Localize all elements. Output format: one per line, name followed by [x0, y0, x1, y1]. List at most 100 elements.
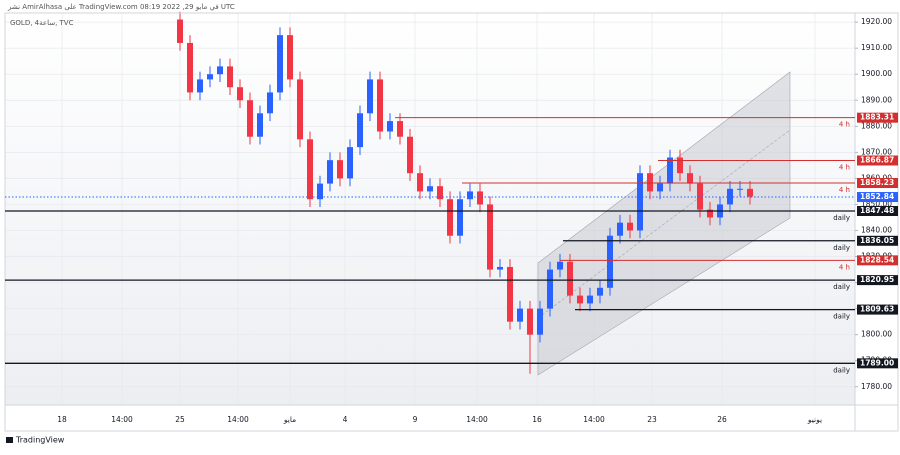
candle-body — [327, 160, 333, 184]
candle-body — [707, 209, 713, 218]
candle-body — [737, 188, 743, 190]
candle-body — [607, 235, 613, 288]
x-tick-label: 14:00 — [583, 415, 605, 424]
candle-body — [747, 188, 753, 197]
candle-body — [667, 157, 673, 184]
level-tag: daily — [833, 313, 850, 321]
y-tick-label: 1860.00 — [861, 173, 892, 182]
candle-body — [397, 121, 403, 137]
candle-body — [437, 186, 443, 200]
level-label: 1883.31 — [860, 113, 894, 122]
level-label-bg — [857, 255, 898, 266]
x-tick-label: 14:00 — [111, 415, 133, 424]
candle-body — [187, 42, 193, 93]
candle-body — [627, 222, 633, 231]
y-tick-label: 1900.00 — [861, 69, 892, 78]
candle-body — [577, 295, 583, 304]
candle-body — [237, 87, 243, 101]
level-label-bg — [857, 304, 898, 315]
published: نشر AmirAlhasa على TradingView.com في ما… — [7, 3, 235, 11]
candle-body — [497, 266, 503, 270]
candle-body — [557, 261, 563, 270]
candle-body — [257, 113, 263, 137]
level-label: 1809.63 — [860, 305, 894, 314]
y-tick-label: 1890.00 — [861, 95, 892, 104]
x-tick-label: 4 — [343, 415, 348, 424]
candle-body — [407, 136, 413, 174]
level-label: 1828.54 — [860, 255, 894, 264]
level-label: 1836.05 — [860, 236, 894, 245]
y-tick-label: 1920.00 — [861, 17, 892, 26]
candle-body — [677, 157, 683, 174]
candle-body — [487, 204, 493, 270]
candle-body — [647, 173, 653, 192]
candle-body — [687, 173, 693, 184]
candle-body — [657, 183, 663, 192]
candle-body — [177, 19, 183, 43]
candle-body — [477, 191, 483, 205]
candle-body — [537, 308, 543, 335]
x-tick-label: مايو — [283, 415, 296, 424]
x-tick-label: 14:00 — [466, 415, 488, 424]
level-label: 1847.48 — [860, 206, 894, 215]
level-label-bg — [857, 358, 898, 369]
level-tag: daily — [833, 244, 850, 252]
level-label-bg — [857, 155, 898, 166]
candle-body — [217, 66, 223, 75]
candle-body — [427, 186, 433, 192]
level-label: 1858.23 — [860, 178, 894, 187]
level-tag: daily — [833, 214, 850, 222]
candle-body — [307, 139, 313, 200]
candle-body — [447, 199, 453, 236]
candle-body — [287, 35, 293, 80]
candle-body — [197, 79, 203, 93]
brand-logo: TradingView — [6, 436, 65, 445]
x-tick-label: 25 — [175, 415, 185, 424]
candle-body — [247, 100, 253, 137]
level-tag: 4 h — [839, 121, 850, 129]
level-label-bg — [857, 206, 898, 217]
level-tag: 4 h — [839, 186, 850, 194]
candle-body — [337, 160, 343, 179]
level-label-bg — [857, 112, 898, 123]
channel-median — [537, 129, 791, 319]
candle-body — [317, 183, 323, 200]
y-tick-label: 1840.00 — [861, 225, 892, 234]
level-label: 1789.00 — [860, 358, 894, 367]
level-label: 1820.95 — [860, 275, 894, 284]
candle-body — [517, 308, 523, 322]
level-label-bg — [857, 178, 898, 189]
y-tick-label: 1800.00 — [861, 330, 892, 339]
candle-body — [297, 79, 303, 140]
level-tag: daily — [833, 366, 850, 374]
brand: TradingView — [15, 436, 65, 445]
x-tick-label: 18 — [57, 415, 67, 424]
y-tick-label: 1910.00 — [861, 43, 892, 52]
level-tag: 4 h — [839, 263, 850, 271]
x-tick-label: 14:00 — [227, 415, 249, 424]
x-tick-label: 9 — [413, 415, 418, 424]
candle-body — [697, 183, 703, 210]
candle-body — [507, 266, 513, 322]
frame — [4, 12, 899, 432]
candle-body — [637, 173, 643, 231]
current-price-bg — [857, 192, 898, 203]
x-tick-label: 16 — [532, 415, 542, 424]
candle-body — [267, 92, 273, 114]
candle-body — [417, 173, 423, 192]
level-label-bg — [857, 275, 898, 286]
candle-body — [587, 295, 593, 304]
x-tick-label: يونيو — [807, 415, 822, 424]
parallel-channel — [537, 71, 791, 376]
candle-body — [457, 199, 463, 236]
candle-body — [527, 308, 533, 335]
y-tick-label: 1850.00 — [861, 199, 892, 208]
y-tick-label: 1880.00 — [861, 121, 892, 130]
candle-body — [277, 35, 283, 93]
current-price-label: 1852.84 — [860, 192, 894, 201]
candle-body — [377, 79, 383, 132]
candle-body — [597, 287, 603, 296]
level-label-bg — [857, 235, 898, 246]
candle-body — [387, 121, 393, 132]
